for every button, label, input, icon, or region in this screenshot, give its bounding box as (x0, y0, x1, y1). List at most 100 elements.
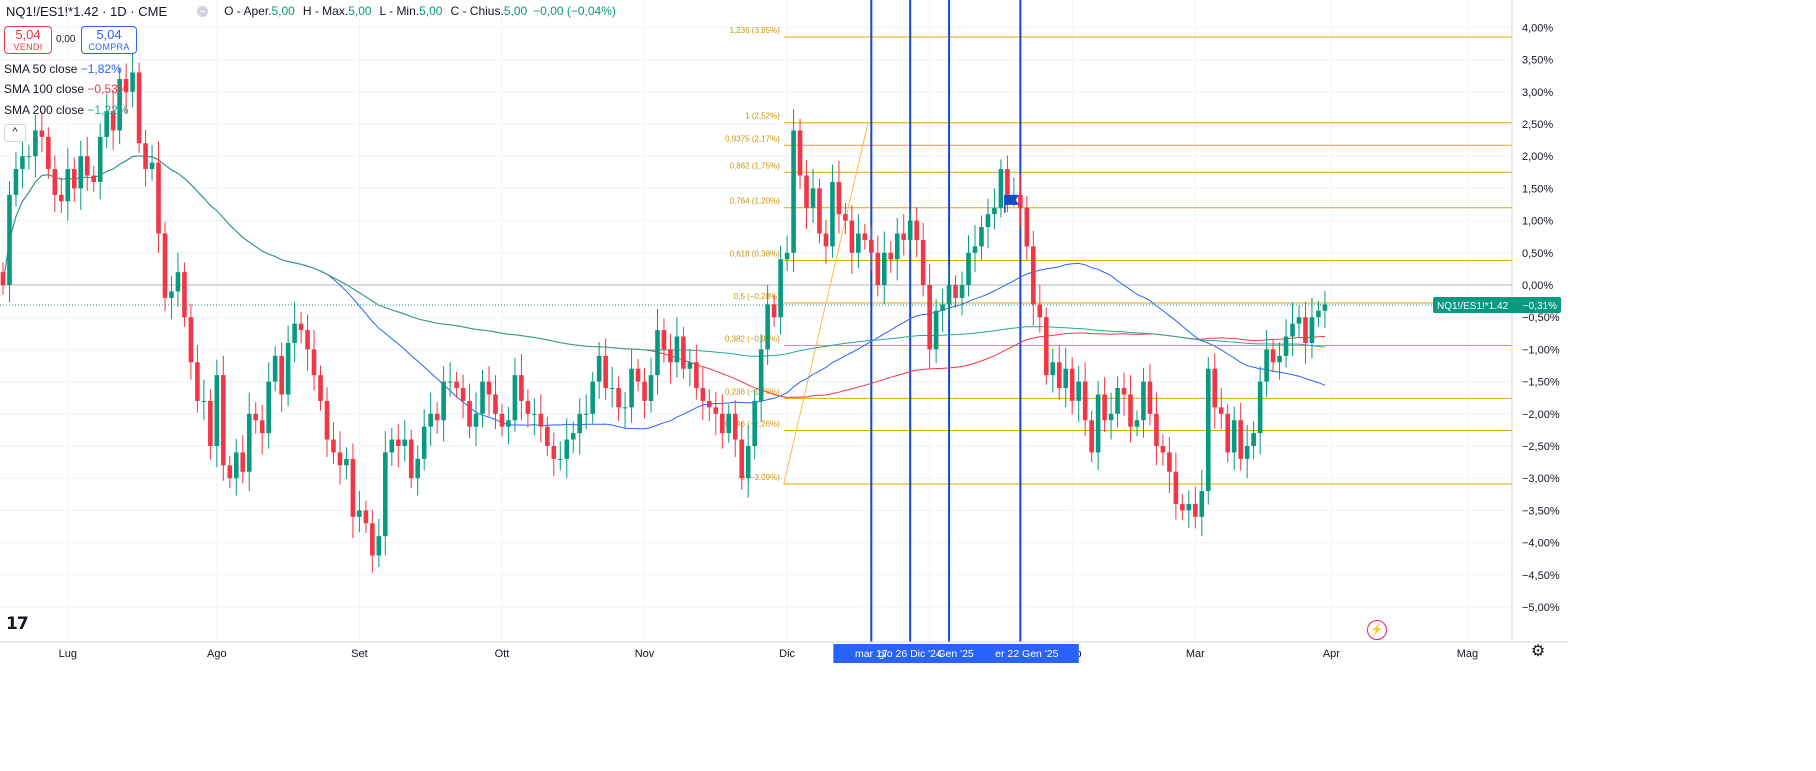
candle-body (687, 362, 693, 369)
fib-level-label: 0,618 (0,38%) (730, 250, 781, 259)
y-tick-label: 0,00% (1522, 280, 1553, 292)
candle-body (480, 381, 485, 414)
candle-body (253, 413, 259, 421)
candle-body (227, 465, 233, 479)
candle-body (629, 368, 634, 408)
symbol-title[interactable]: NQ1!/ES1!*1.42 · 1D · CME (6, 3, 168, 19)
candle-body (590, 381, 595, 414)
candle-body (214, 375, 220, 446)
fib-level-label: 1,236 (3,85%) (730, 26, 781, 35)
candle-body (1050, 362, 1056, 376)
candle-body (376, 536, 382, 556)
candle-body (668, 349, 673, 363)
candle-body (719, 413, 725, 434)
candle-body (914, 220, 919, 240)
candle-body (512, 375, 518, 421)
candle-body (473, 413, 479, 427)
candle-body (91, 175, 97, 182)
candle-body (849, 220, 855, 253)
candle-body (1147, 381, 1153, 414)
sma-50-legend[interactable]: SMA 50 close −1,82% (4, 62, 122, 76)
fib-level-label: 0 (−3,09%) (740, 473, 780, 482)
candle-body (1264, 349, 1269, 382)
sell-button[interactable]: 5,04 VENDI (4, 26, 52, 54)
sma-200-name: SMA 200 close (4, 103, 85, 117)
candle-body (84, 156, 90, 176)
lightning-icon[interactable]: ⚡ (1367, 620, 1387, 640)
status-dot-icon (197, 5, 209, 17)
candle-body (415, 458, 421, 479)
candle-body (784, 252, 790, 260)
candle-body (421, 426, 427, 459)
price-chart[interactable]: 1,236 (3,85%) 1 (2,52%) 0,9375 (2,17%) 0,86… (0, 0, 1568, 666)
candle-body (959, 285, 965, 298)
close-value: 5,00 (503, 4, 528, 18)
sell-label: VENDI (13, 42, 43, 52)
y-tick-label: −1,50% (1522, 377, 1560, 389)
sma-100-legend[interactable]: SMA 100 close −0,53% (4, 82, 128, 96)
candle-body (972, 246, 978, 253)
candle-body (188, 317, 194, 363)
candle-body (1102, 394, 1107, 421)
candle-body (298, 323, 304, 331)
open-value: 5,00 (271, 4, 295, 18)
candle-body (830, 181, 835, 247)
candle-body (1076, 381, 1081, 401)
y-tick-label: −4,00% (1522, 538, 1560, 550)
sma-50-value: −1,82% (80, 62, 122, 76)
candle-body (823, 233, 829, 247)
date-highlight-label: mar 17 (855, 648, 888, 660)
candle-body (603, 355, 608, 389)
buy-price: 5,04 (96, 27, 122, 42)
candle-body (441, 381, 446, 421)
candle-body (460, 388, 466, 401)
candle-body (1218, 407, 1224, 414)
sma-50-line (2, 155, 1326, 430)
candle-body (272, 355, 278, 382)
fibonacci-retracement: 1,236 (3,85%) 1 (2,52%) 0,9375 (2,17%) 0,86… (0, 26, 1512, 485)
candle-body (130, 72, 135, 92)
candle-body (557, 458, 563, 460)
y-tick-label: −0,50% (1522, 312, 1560, 324)
candle-body (596, 355, 602, 382)
candle-body (1277, 355, 1282, 363)
candle-body (1082, 381, 1088, 421)
x-tick-label: Ott (495, 648, 510, 660)
candle-body (65, 169, 71, 202)
candle-body (59, 194, 64, 202)
candle-body (350, 458, 356, 517)
gear-icon[interactable]: ⚙ (1530, 643, 1546, 660)
candle-body (726, 413, 732, 434)
candle-body (162, 233, 168, 298)
candle-body (357, 510, 362, 517)
axes: 4,00% 3,50% 3,00% 2,50% 2,00% 1,50% 1,00% 0,50%… (0, 0, 1568, 663)
candle-body (389, 439, 395, 453)
chart-header: NQ1!/ES1!*1.42 · 1D · CME O - Aper. 5,00 … (0, 0, 616, 22)
buy-button[interactable]: 5,04 COMPRA (81, 26, 137, 54)
price-label-symbol: NQ1!/ES1!*1.42 (1437, 301, 1509, 312)
candle-body (26, 156, 32, 158)
candle-body (739, 439, 745, 479)
candle-body (1154, 413, 1159, 446)
candle-body (856, 233, 861, 253)
candle-body (752, 400, 757, 446)
chevron-up-icon[interactable]: ^ (4, 124, 26, 142)
candle-body (1316, 310, 1321, 318)
fib-level-label: 0,764 (1,20%) (730, 197, 781, 206)
moving-averages (2, 155, 1326, 430)
candle-body (1205, 368, 1211, 492)
candle-body (700, 388, 706, 401)
low-label: L - Min. (379, 4, 420, 18)
candle-body (1128, 394, 1133, 427)
sma-200-legend[interactable]: SMA 200 close −1,22% (4, 103, 128, 117)
y-tick-label: −3,50% (1522, 505, 1560, 517)
candle-body (370, 523, 375, 556)
candle-body (318, 375, 323, 401)
candle-body (1257, 381, 1263, 434)
candle-body (920, 239, 926, 285)
candle-body (609, 388, 615, 390)
candle-body (1056, 362, 1062, 389)
candle-body (259, 420, 265, 434)
candle-body (52, 169, 58, 195)
candle-body (78, 156, 84, 189)
